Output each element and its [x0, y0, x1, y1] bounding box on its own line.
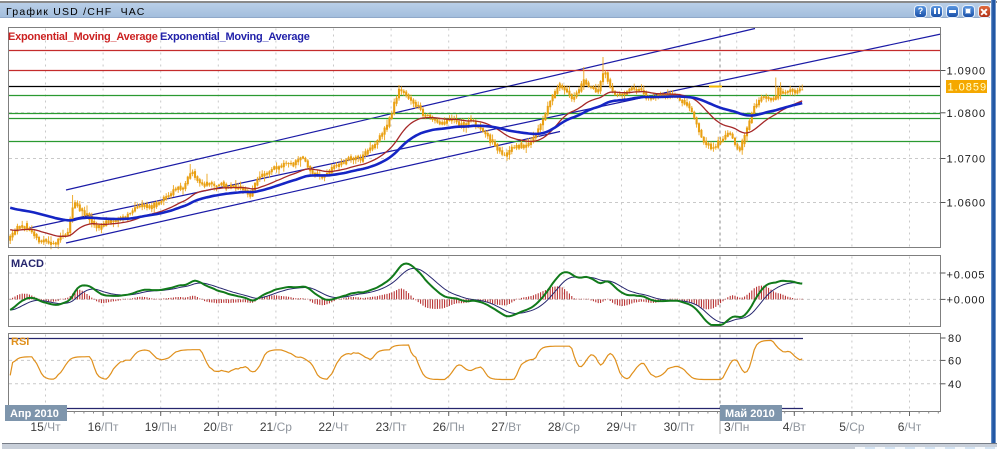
svg-text:15/Чт: 15/Чт — [30, 420, 61, 434]
svg-text:Exponential_Moving_Average: Exponential_Moving_Average — [160, 31, 310, 43]
svg-text:60: 60 — [948, 355, 962, 367]
svg-text:1.0900: 1.0900 — [947, 66, 987, 78]
svg-text:RSI: RSI — [11, 336, 29, 348]
svg-text:1.0600: 1.0600 — [947, 198, 987, 210]
svg-text:6/Чт: 6/Чт — [898, 420, 922, 434]
svg-text:+0.000: +0.000 — [947, 294, 986, 306]
svg-text:26/Пн: 26/Пн — [433, 420, 465, 434]
svg-text:4/Вт: 4/Вт — [783, 420, 807, 434]
svg-text:19/Пн: 19/Пн — [145, 420, 177, 434]
svg-text:3/Пн: 3/Пн — [724, 420, 749, 434]
svg-text:1.0800: 1.0800 — [947, 108, 987, 120]
svg-text:1.0859: 1.0859 — [948, 82, 988, 94]
svg-text:21/Ср: 21/Ср — [260, 420, 292, 434]
svg-text:30/Пт: 30/Пт — [664, 420, 695, 434]
svg-text:16/Пт: 16/Пт — [88, 420, 119, 434]
svg-text:29/Чт: 29/Чт — [606, 420, 637, 434]
svg-text:40: 40 — [948, 379, 962, 391]
svg-text:22/Чт: 22/Чт — [318, 420, 349, 434]
svg-text:+0.005: +0.005 — [947, 270, 986, 282]
svg-text:23/Пт: 23/Пт — [376, 420, 407, 434]
svg-text:5/Ср: 5/Ср — [839, 420, 865, 434]
svg-text:80: 80 — [948, 333, 962, 345]
svg-text:Май 2010: Май 2010 — [725, 408, 775, 420]
svg-text:28/Ср: 28/Ср — [548, 420, 580, 434]
svg-text:1.0700: 1.0700 — [947, 154, 987, 166]
svg-text:27/Вт: 27/Вт — [491, 420, 521, 434]
svg-text:20/Вт: 20/Вт — [203, 420, 233, 434]
svg-text:MACD: MACD — [11, 258, 44, 270]
svg-text:Exponential_Moving_Average: Exponential_Moving_Average — [8, 31, 158, 43]
svg-text:Апр 2010: Апр 2010 — [10, 408, 59, 420]
